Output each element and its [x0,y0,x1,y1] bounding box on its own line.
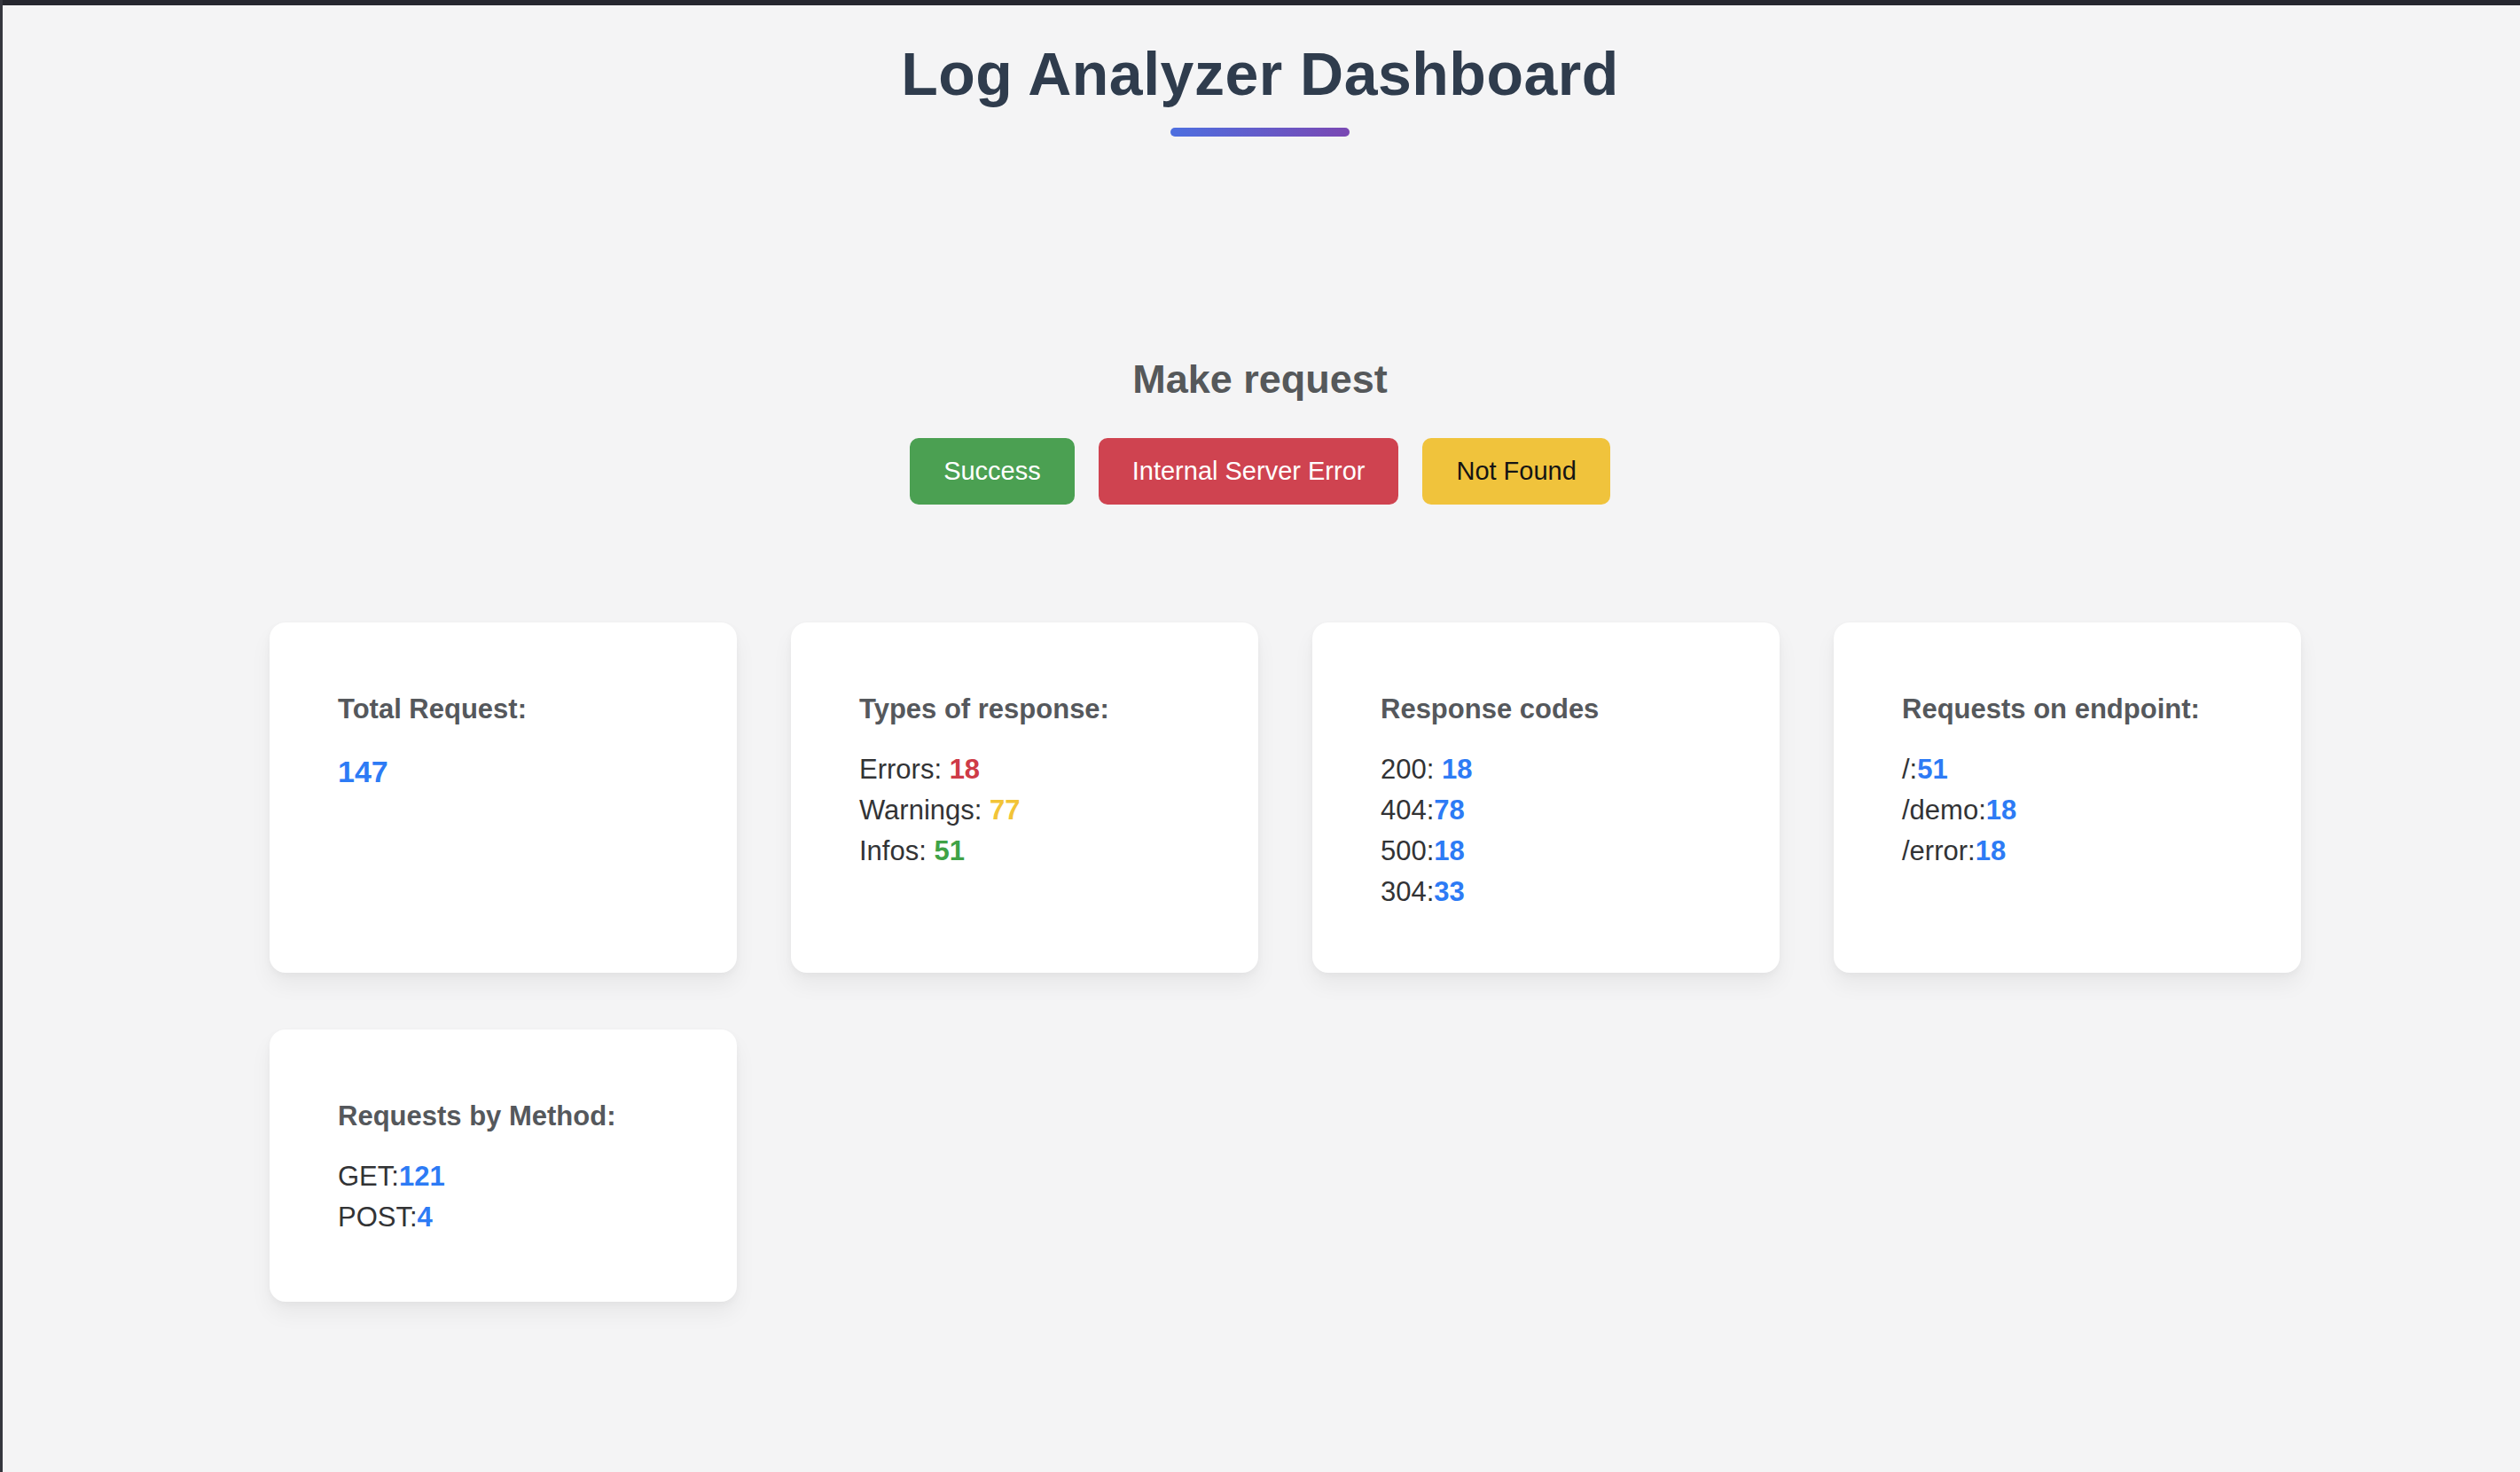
card-title: Types of response: [859,693,1226,725]
stat-line: 200: 18 [1381,749,1748,790]
stat-line: Infos: 51 [859,831,1226,872]
card-lines: GET:121POST:4 [338,1156,705,1238]
stat-line: /:51 [1902,749,2269,790]
window-chrome-top-bar [0,0,2520,5]
stat-label: Infos: [859,835,934,866]
stat-label: POST: [338,1202,418,1233]
card-title: Response codes [1381,693,1748,725]
stat-value: 147 [338,755,388,788]
not-found-button[interactable]: Not Found [1422,438,1609,505]
stat-value: 77 [990,795,1020,826]
stat-line: 304:33 [1381,872,1748,912]
stat-line: POST:4 [338,1197,705,1238]
card-response-codes: Response codes 200: 18404:78500:18304:33 [1312,622,1780,973]
success-button[interactable]: Success [910,438,1075,505]
stat-label: 304: [1381,876,1434,907]
card-lines: Errors: 18Warnings: 77Infos: 51 [859,749,1226,872]
stat-value: 51 [934,835,964,866]
stat-value: 18 [1986,795,2016,826]
stat-line: 500:18 [1381,831,1748,872]
stats-cards-grid: Total Request: 147 Types of response: Er… [270,622,2302,1302]
card-title: Requests by Method: [338,1100,705,1132]
stat-line: GET:121 [338,1156,705,1197]
stat-value: 4 [418,1202,433,1233]
stat-value: 18 [950,754,980,785]
card-title: Requests on endpoint: [1902,693,2269,725]
stat-label: /: [1902,754,1917,785]
card-requests-by-method: Requests by Method: GET:121POST:4 [270,1030,737,1302]
stat-line: 404:78 [1381,790,1748,831]
title-underline-accent [1170,128,1350,137]
page-title: Log Analyzer Dashboard [0,39,2520,108]
stat-label: 200: [1381,754,1442,785]
stat-line: Errors: 18 [859,749,1226,790]
card-lines: /:51/demo:18/error:18 [1902,749,2269,872]
stat-line: /demo:18 [1902,790,2269,831]
make-request-heading: Make request [0,356,2520,403]
stat-label: Warnings: [859,795,990,826]
stat-value: 18 [1442,754,1472,785]
internal-server-error-button[interactable]: Internal Server Error [1099,438,1399,505]
window-chrome-left-edge [0,0,3,1472]
card-title: Total Request: [338,693,705,725]
card-lines: 200: 18404:78500:18304:33 [1381,749,1748,912]
card-lines: 147 [338,749,705,794]
stat-label: 500: [1381,835,1434,866]
card-types-of-response: Types of response: Errors: 18Warnings: 7… [791,622,1258,973]
stat-value: 18 [1434,835,1464,866]
stat-line: Warnings: 77 [859,790,1226,831]
stat-value: 78 [1434,795,1464,826]
stat-label: /demo: [1902,795,1986,826]
stat-value: 121 [399,1161,445,1192]
stat-value: 18 [1976,835,2006,866]
card-total-request: Total Request: 147 [270,622,737,973]
stat-value: 51 [1917,754,1947,785]
stat-label: Errors: [859,754,950,785]
stat-value: 33 [1434,876,1464,907]
stat-label: 404: [1381,795,1434,826]
card-requests-on-endpoint: Requests on endpoint: /:51/demo:18/error… [1834,622,2301,973]
request-buttons-row: Success Internal Server Error Not Found [0,438,2520,505]
stat-line: /error:18 [1902,831,2269,872]
stat-label: GET: [338,1161,399,1192]
stat-line: 147 [338,749,705,794]
stat-label: /error: [1902,835,1976,866]
